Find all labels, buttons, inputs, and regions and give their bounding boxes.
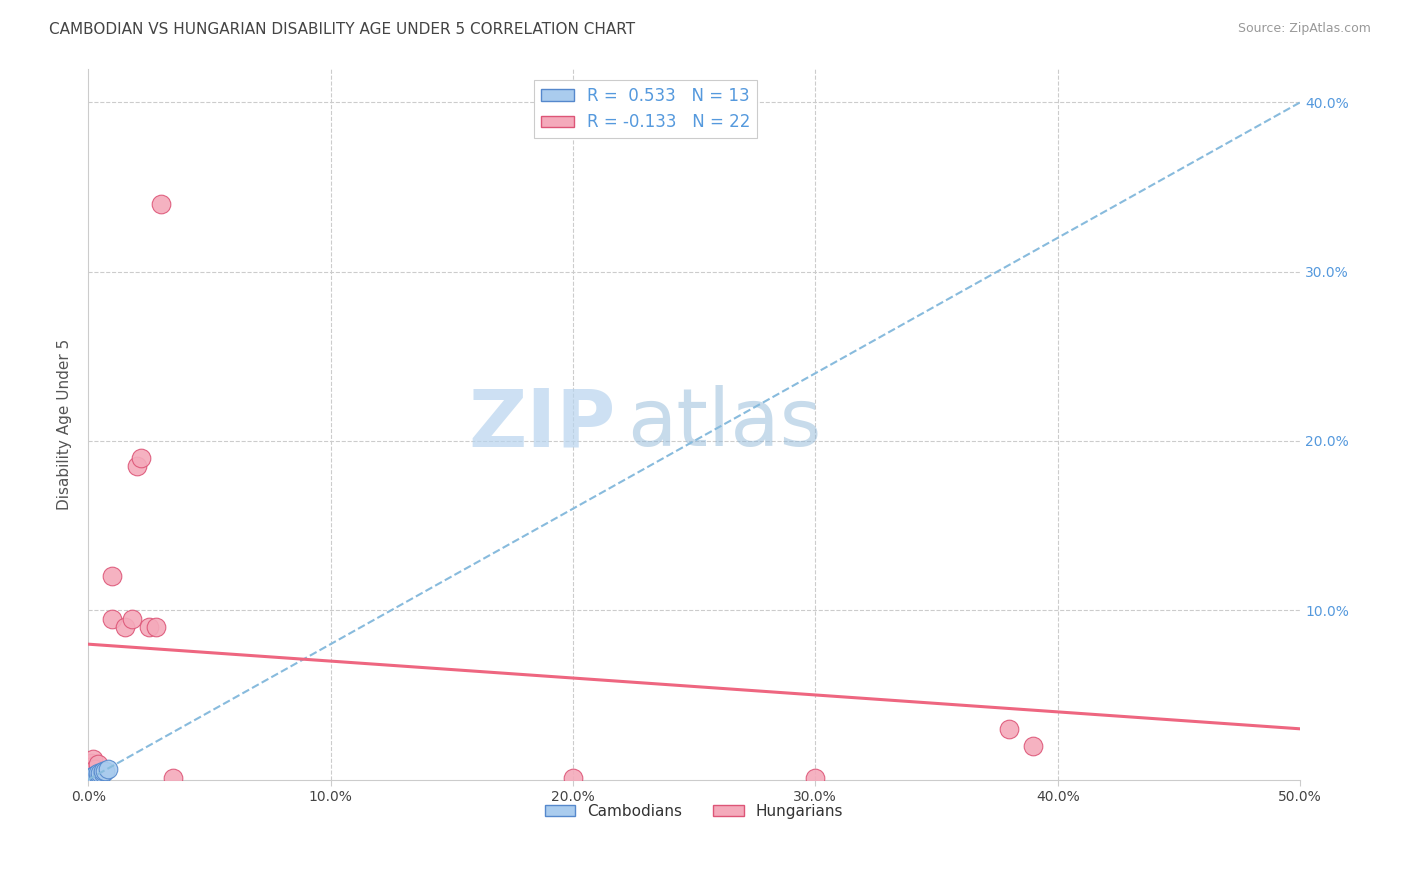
Point <box>82 759 104 773</box>
Point <box>94 764 117 779</box>
Point <box>162 771 184 785</box>
Point <box>804 771 827 785</box>
Text: ZIP: ZIP <box>468 385 616 463</box>
Y-axis label: Disability Age Under 5: Disability Age Under 5 <box>58 338 72 509</box>
Point <box>79 756 101 770</box>
Point <box>79 771 101 785</box>
Point <box>91 765 114 780</box>
Point <box>84 771 107 785</box>
Point <box>84 769 107 783</box>
Point <box>87 765 110 780</box>
Point <box>138 620 160 634</box>
Point <box>87 767 110 781</box>
Point <box>91 764 114 779</box>
Point <box>84 767 107 781</box>
Text: Source: ZipAtlas.com: Source: ZipAtlas.com <box>1237 22 1371 36</box>
Point <box>131 450 153 465</box>
Point <box>87 757 110 772</box>
Point <box>84 763 107 777</box>
Text: CAMBODIAN VS HUNGARIAN DISABILITY AGE UNDER 5 CORRELATION CHART: CAMBODIAN VS HUNGARIAN DISABILITY AGE UN… <box>49 22 636 37</box>
Point <box>125 459 148 474</box>
Point <box>89 765 111 780</box>
Point <box>1022 739 1045 753</box>
Point <box>121 612 143 626</box>
Point <box>89 769 111 783</box>
Point <box>998 722 1021 736</box>
Point <box>79 764 101 779</box>
Point <box>561 771 583 785</box>
Legend: Cambodians, Hungarians: Cambodians, Hungarians <box>538 798 849 825</box>
Point <box>96 763 118 777</box>
Point <box>82 752 104 766</box>
Text: atlas: atlas <box>627 385 823 463</box>
Point <box>101 612 124 626</box>
Point <box>82 769 104 783</box>
Point <box>145 620 167 634</box>
Point <box>82 771 104 785</box>
Point <box>149 197 172 211</box>
Point <box>101 569 124 583</box>
Point <box>114 620 136 634</box>
Point <box>89 767 111 781</box>
